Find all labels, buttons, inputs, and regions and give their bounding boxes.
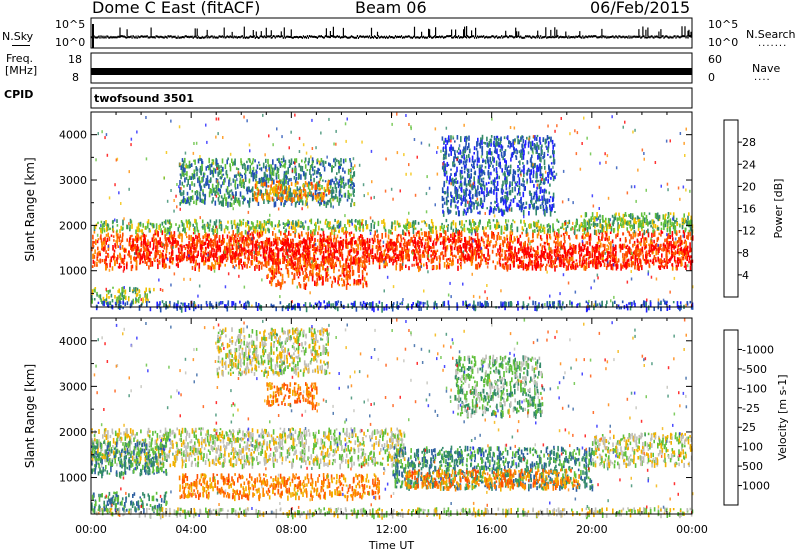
nsearch-bottom-tick: 10^0 — [708, 36, 739, 49]
power-band-8 — [441, 134, 556, 217]
velocity-heatmap-cells — [91, 318, 694, 520]
nave-bottom-tick: 0 — [708, 71, 715, 84]
velocity-scatter-noise — [93, 318, 694, 517]
cpid-panel-frame — [90, 87, 693, 109]
nsky-marker — [12, 45, 30, 46]
power-colorbar-label-1: 8 — [742, 247, 749, 260]
freq-trace — [91, 68, 692, 75]
velocity-band-5 — [404, 468, 581, 492]
velocity-colorbar-label-6: -500 — [742, 363, 767, 376]
velocity-ytick-label-2: 3000 — [59, 380, 87, 393]
velocity-ytick-label-0: 1000 — [59, 472, 87, 485]
power-colorbar-label-6: 28 — [742, 136, 756, 149]
velocity-colorbar-label-1: 500 — [742, 460, 763, 473]
nsearch-label: N.Search — [746, 28, 796, 41]
power-colorbar-frame — [723, 119, 739, 298]
velocity-colorbar-title: Velocity [m s-1] — [776, 374, 789, 460]
nsky-bottom-tick: 10^0 — [55, 36, 86, 49]
velocity-band-0 — [91, 427, 406, 470]
velocity-colorbar-label-7: -1000 — [742, 343, 774, 356]
velocity-colorbar-frame — [723, 329, 739, 506]
cpid-label: CPID — [4, 88, 34, 101]
xtick-label-4: 16:00 — [476, 523, 508, 536]
freq-top-tick: 18 — [68, 53, 82, 66]
nsearch-top-tick: 10^5 — [708, 18, 739, 31]
power-panel-frame — [90, 111, 693, 308]
nsky-top-tick: 10^5 — [55, 18, 86, 31]
station-title: Dome C East (fitACF) — [92, 0, 261, 17]
velocity-colorbar-label-4: -25 — [742, 402, 760, 415]
nave-dots: .... — [754, 72, 771, 83]
xtick-label-6: 00:00 — [676, 523, 708, 536]
power-scatter-noise — [95, 112, 694, 310]
xtick-label-3: 12:00 — [376, 523, 408, 536]
freq-bottom-tick: 8 — [72, 71, 79, 84]
power-band-4 — [93, 218, 694, 236]
velocity-band-7 — [216, 327, 331, 379]
velocity-band-10 — [95, 507, 694, 520]
velocity-panel-frame — [90, 317, 693, 515]
velocity-colorbar-label-5: -100 — [742, 382, 767, 395]
nave-top-tick: 60 — [708, 53, 722, 66]
nave-label: Nave — [752, 62, 781, 75]
freq-label: Freq. — [6, 52, 34, 65]
xtick-label-1: 04:00 — [175, 523, 207, 536]
nsky-panel-frame — [90, 17, 693, 49]
power-heatmap-cells — [91, 112, 694, 313]
velocity-band-4 — [178, 473, 381, 502]
velocity-band-8 — [266, 382, 318, 411]
xtick-label-5: 20:00 — [576, 523, 608, 536]
power-band-3 — [91, 286, 155, 305]
velocity-colorbar-label-2: 100 — [742, 441, 763, 454]
power-colorbar-title: Power [dB] — [772, 179, 785, 239]
velocity-colorbar-label-0: 1000 — [742, 480, 770, 493]
power-ytick-label-1: 2000 — [59, 219, 87, 232]
xtick-label-2: 08:00 — [275, 523, 307, 536]
velocity-band-6 — [91, 491, 168, 515]
power-colorbar-label-0: 4 — [742, 269, 749, 282]
date-title: 06/Feb/2015 — [590, 0, 691, 17]
power-ytick-label-2: 3000 — [59, 174, 87, 187]
power-band-10 — [95, 300, 694, 313]
power-colorbar-label-2: 12 — [742, 225, 756, 238]
power-ytick-label-3: 4000 — [59, 129, 87, 142]
power-band-2 — [266, 257, 368, 290]
power-colorbar-label-3: 16 — [742, 203, 756, 216]
cpid-program: twofsound 3501 — [94, 92, 194, 105]
nsky-trace — [90, 26, 692, 39]
beam-title: Beam 06 — [355, 0, 427, 17]
power-ytick-label-0: 1000 — [59, 265, 87, 278]
xlabel-time-ut: Time UT — [368, 539, 414, 552]
velocity-colorbar-label-3: 25 — [742, 421, 756, 434]
nsky-label: N.Sky — [2, 30, 34, 43]
velocity-ytick-label-3: 4000 — [59, 335, 87, 348]
power-band-5 — [504, 243, 693, 272]
freq-unit: [MHz] — [5, 64, 38, 77]
power-ylabel: Slant Range [km] — [23, 157, 37, 261]
power-colorbar-label-5: 24 — [742, 158, 756, 171]
velocity-ylabel: Slant Range [km] — [23, 364, 37, 468]
velocity-ytick-label-1: 2000 — [59, 426, 87, 439]
velocity-band-1 — [91, 441, 168, 479]
velocity-band-3 — [591, 432, 693, 470]
nsearch-dots: ....... — [758, 38, 788, 49]
power-colorbar-label-4: 20 — [742, 180, 756, 193]
xtick-label-0: 00:00 — [75, 523, 107, 536]
